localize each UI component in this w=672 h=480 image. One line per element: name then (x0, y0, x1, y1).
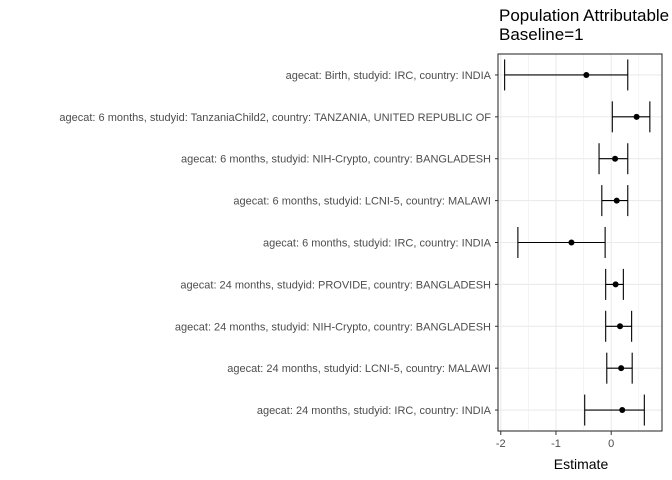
category-label: agecat: 6 months, studyid: LCNI-5, count… (233, 196, 491, 208)
x-tick-label: -2 (496, 438, 506, 450)
estimate-point (619, 407, 626, 414)
category-label: agecat: 24 months, studyid: PROVIDE, cou… (180, 279, 491, 291)
estimate-marks (497, 53, 663, 432)
category-labels: agecat: Birth, studyid: IRC, country: IN… (59, 70, 498, 417)
category-label: agecat: 6 months, studyid: IRC, country:… (263, 238, 492, 250)
estimate-point (618, 365, 625, 372)
x-axis: -2 -1 0 (496, 431, 614, 450)
estimate-point (613, 197, 620, 204)
category-label: agecat: 6 months, studyid: NIH-Crypto, c… (181, 154, 491, 166)
estimate-point (617, 323, 624, 330)
estimate-point (583, 71, 590, 78)
category-label: agecat: 6 months, studyid: TanzaniaChild… (59, 112, 491, 124)
estimate-point (612, 155, 619, 162)
chart-title: Population Attributable (499, 6, 669, 25)
x-axis-title: Estimate (554, 456, 609, 472)
category-label: agecat: 24 months, studyid: NIH-Crypto, … (175, 321, 491, 333)
panel-border (497, 53, 663, 432)
category-label: agecat: Birth, studyid: IRC, country: IN… (286, 70, 492, 82)
chart-subtitle: Baseline=1 (499, 25, 584, 44)
estimate-point (568, 239, 575, 246)
category-label: agecat: 24 months, studyid: LCNI-5, coun… (227, 363, 491, 375)
x-tick-label: 0 (608, 438, 614, 450)
category-label: agecat: 24 months, studyid: IRC, country… (257, 405, 492, 417)
estimate-point (612, 281, 619, 288)
estimate-point (633, 113, 640, 120)
x-tick-label: -1 (551, 438, 561, 450)
